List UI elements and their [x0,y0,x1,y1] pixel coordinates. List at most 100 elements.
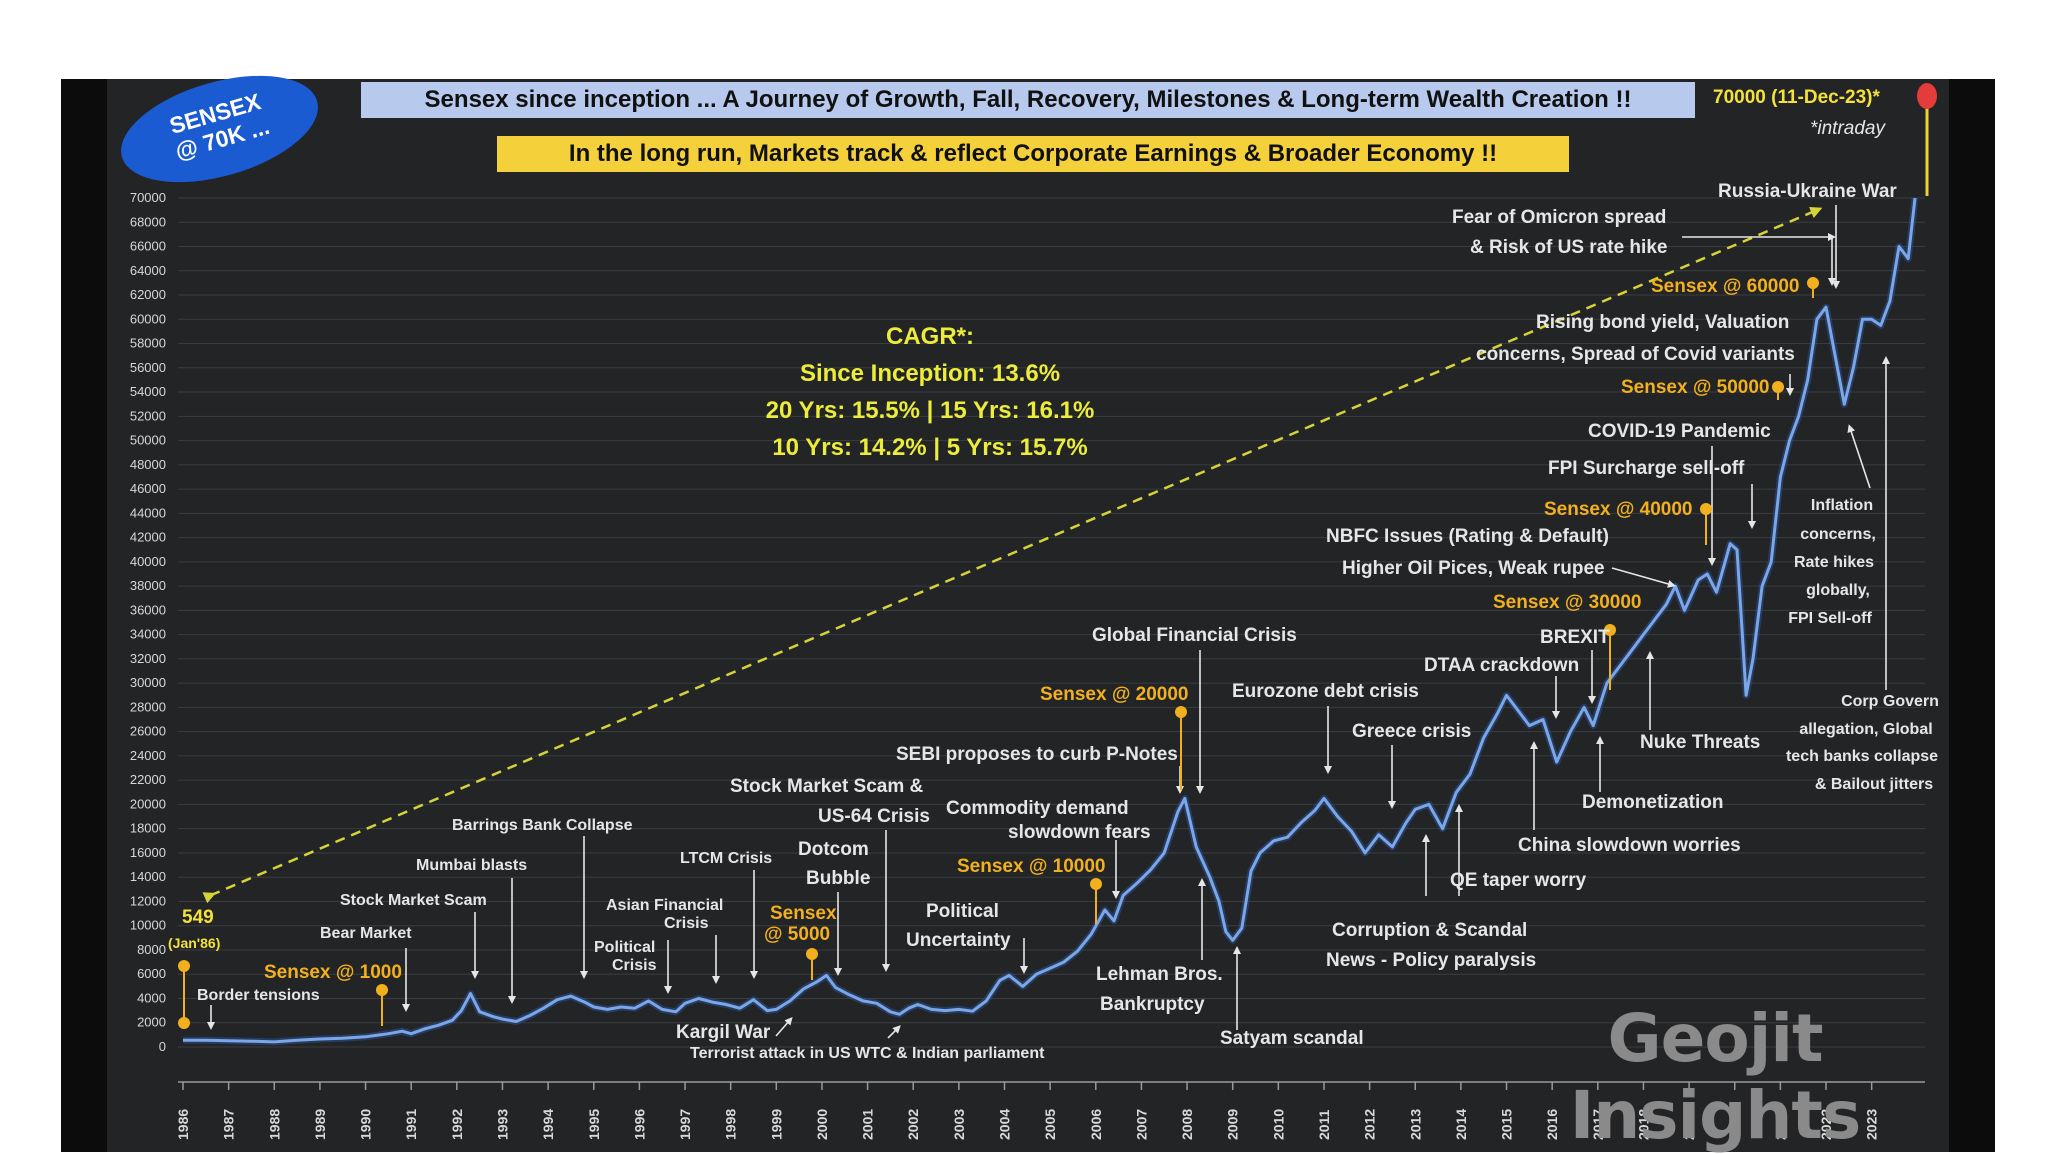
y-tick-label: 56000 [130,360,166,375]
x-tick-label: 2016 [1544,1109,1560,1140]
milestone-5000-a: Sensex [770,903,837,924]
y-tick-label: 32000 [130,651,166,666]
y-tick-label: 12000 [130,893,166,908]
x-tick-label: 2020 [1727,1109,1743,1140]
y-tick-label: 50000 [130,433,166,448]
y-tick-label: 18000 [130,821,166,836]
peak-value: 70000 (11-Dec-23)* [1713,87,1880,108]
x-tick-label: 1999 [768,1109,784,1140]
event-inflation-2: concerns, [1800,526,1876,543]
series-line [182,197,1917,1044]
event-corruption-1: Corruption & Scandal [1332,920,1527,941]
y-tick-label: 48000 [130,457,166,472]
y-tick-label: 66000 [130,239,166,254]
y-tick-label: 38000 [130,578,166,593]
event-china: China slowdown worries [1518,835,1741,856]
event-asian-2: Crisis [664,915,709,932]
event-corruption-2: News - Policy paralysis [1326,950,1536,971]
x-tick-label: 2015 [1499,1109,1515,1140]
event-dtaa: DTAA crackdown [1424,655,1579,676]
y-tick-label: 2000 [137,1015,166,1030]
x-tick-label: 2014 [1453,1109,1469,1140]
event-arrow [775,1016,793,1037]
event-dotcom-1: Dotcom [798,839,869,860]
milestone-5000-dot [806,948,818,960]
event-lehman-1: Lehman Bros. [1096,964,1223,985]
x-tick-label: 1997 [677,1109,693,1140]
start-date: (Jan'86) [168,935,220,951]
x-tick-label: 2013 [1407,1109,1423,1140]
cagr-line-2: 20 Yrs: 15.5% | 15 Yrs: 16.1% [765,397,1095,424]
y-tick-label: 62000 [130,287,166,302]
event-sebi: SEBI proposes to curb P-Notes [896,744,1178,765]
event-arrows [207,205,1890,1039]
y-tick-label: 70000 [130,190,166,205]
x-tick-label: 2001 [860,1109,876,1140]
panel-left-strip [61,79,107,1152]
y-tick-label: 8000 [137,942,166,957]
event-border: Border tensions [197,987,320,1004]
x-tick-label: 1986 [175,1109,191,1140]
x-tick-label: 1995 [586,1109,602,1140]
x-tick-label: 2019 [1681,1109,1697,1140]
y-tick-label: 34000 [130,627,166,642]
x-tick-label: 2007 [1133,1109,1149,1140]
y-tick-label: 0 [159,1039,166,1054]
y-tick-label: 6000 [137,966,166,981]
event-nuke: Nuke Threats [1640,732,1760,753]
y-tick-label: 30000 [130,675,166,690]
x-tick-label: 2008 [1179,1109,1195,1140]
x-tick-label: 1987 [221,1109,237,1140]
x-tick-label: 2000 [814,1109,830,1140]
x-tick-label: 2003 [951,1109,967,1140]
y-tick-label: 60000 [130,311,166,326]
y-tick-label: 64000 [130,263,166,278]
banner-subtitle: In the long run, Markets track & reflect… [497,136,1569,172]
milestone-30000-dot [1604,624,1616,636]
peak-balloon [1917,83,1937,109]
event-inflation-3: Rate hikes [1794,554,1874,571]
milestone-60000: Sensex @ 60000 [1651,276,1799,297]
event-corp-4: & Bailout jitters [1815,776,1933,793]
banner-title: Sensex since inception ... A Journey of … [361,82,1695,118]
x-axis: 1986 1987 1988 1989 1990 1991 1992 1993 1994 1995… [175,1081,1925,1140]
trend-line [202,206,1823,904]
x-tick-label: 2010 [1270,1109,1286,1140]
series-group [182,197,1919,1046]
event-ltcm: LTCM Crisis [680,850,772,867]
event-asian-1: Asian Financial [606,897,723,914]
y-tick-label: 44000 [130,505,166,520]
x-tick-label: 2011 [1316,1109,1332,1140]
event-kargil: Kargil War [676,1022,771,1043]
milestone-20000: Sensex @ 20000 [1040,684,1188,705]
event-barings: Barrings Bank Collapse [452,817,633,834]
milestone-30000: Sensex @ 30000 [1493,592,1641,613]
event-corp-3: tech banks collapse [1786,748,1938,765]
x-tick-label: 1993 [494,1109,510,1140]
event-inflation-5: FPI Sell-off [1788,610,1872,627]
y-tick-label: 52000 [130,408,166,423]
event-commodity-2: slowdown fears [1008,822,1151,843]
event-commodity-1: Commodity demand [946,798,1129,819]
milestone-10000: Sensex @ 10000 [957,856,1105,877]
event-poluncert-2: Uncertainty [906,930,1011,951]
x-tick-label: 2004 [997,1109,1013,1140]
event-inflation-1: Inflation [1811,497,1873,514]
milestone-50000-dot [1772,381,1784,393]
y-tick-label: 10000 [130,918,166,933]
event-bond-2: concerns, Spread of Covid variants [1476,344,1795,365]
event-corp-1: Corp Govern [1841,693,1939,710]
event-mumbai: Mumbai blasts [416,857,527,874]
x-tick-label: 2017 [1590,1109,1606,1140]
y-tick-label: 54000 [130,384,166,399]
event-eurozone: Eurozone debt crisis [1232,681,1419,702]
milestone-start-base [178,1017,190,1029]
x-tick-label: 1998 [723,1109,739,1140]
y-axis: 0 2000 4000 6000 8000 10000 12000 14000 16000 180… [130,190,166,1054]
y-tick-label: 26000 [130,724,166,739]
cagr-box: CAGR*: Since Inception: 13.6% 20 Yrs: 15… [760,318,1100,466]
event-demon: Demonetization [1582,792,1723,813]
milestone-5000-b: @ 5000 [764,924,830,945]
event-gfc: Global Financial Crisis [1092,625,1297,646]
